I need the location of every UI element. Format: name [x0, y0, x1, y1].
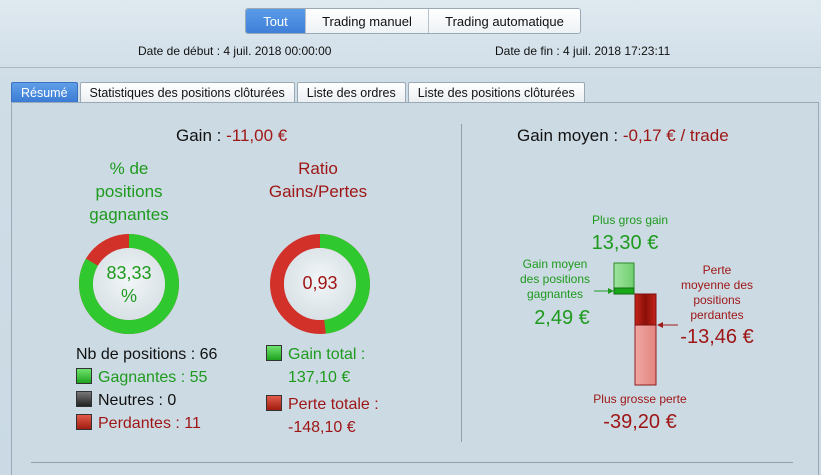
- avg-win-label-line: des positions: [519, 272, 591, 286]
- avg-loss-bar: [634, 293, 657, 326]
- avg-win-label-line: Gain moyen: [522, 257, 588, 271]
- loss-total-value: -148,10 €: [288, 419, 356, 436]
- donut-center: [93, 248, 165, 320]
- tab-orders[interactable]: Liste des ordres: [296, 82, 406, 102]
- start-date: Date de début : 4 juil. 2018 00:00:00: [138, 44, 332, 58]
- avg-gain-label: Gain moyen :: [517, 126, 623, 145]
- avg-loss-label-line: positions: [693, 293, 741, 307]
- win-pct-unit: %: [120, 286, 137, 306]
- gain-loss-bars: [594, 262, 678, 386]
- ratio-center: [284, 248, 356, 320]
- win-pct-title-line: % de: [109, 159, 149, 178]
- avg-win-label: Gain moyen des positions gagnantes: [505, 257, 605, 302]
- gain-summary: Gain : -11,00 €: [176, 126, 287, 146]
- win-pct-title: % de positions gagnantes: [70, 157, 188, 226]
- ratio-value: 0,93: [302, 273, 338, 293]
- avg-loss-label-line: Perte: [702, 263, 732, 277]
- win-pct-donut: [79, 234, 179, 334]
- avg-win-arrowhead: [608, 288, 614, 294]
- filter-all-button[interactable]: Tout: [246, 9, 306, 33]
- positions-block: Nb de positions : 66 Gagnantes : 55 Neut…: [76, 343, 217, 435]
- filter-auto-button[interactable]: Trading automatique: [429, 9, 580, 33]
- section-divider: [461, 124, 462, 442]
- gain-total-label: Gain total :: [288, 346, 366, 363]
- win-pct-value: 83,33 %: [77, 262, 181, 308]
- ratio-title-line: Ratio: [298, 159, 338, 178]
- gain-label: Gain :: [176, 126, 227, 145]
- ratio-gain-segment: [270, 234, 370, 334]
- win-pct-title-line: gagnantes: [89, 205, 169, 224]
- totals-block: Gain total : 137,10 € Perte totale : -14…: [266, 343, 379, 439]
- max-loss-value: -39,20 €: [603, 411, 677, 433]
- tab-closed-stats[interactable]: Statistiques des positions clôturées: [79, 82, 295, 102]
- positions-winning: Gagnantes : 55: [98, 369, 208, 386]
- avg-loss-label-line: perdantes: [690, 308, 744, 322]
- end-date: Date de fin : 4 juil. 2018 17:23:11: [495, 44, 671, 58]
- ratio-title: Ratio Gains/Pertes: [262, 157, 374, 203]
- avg-win-value: 2,49 €: [534, 307, 590, 329]
- tab-closed-positions[interactable]: Liste des positions clôturées: [407, 82, 585, 102]
- filter-manual-button[interactable]: Trading manuel: [306, 9, 429, 33]
- positions-neutral: Neutres : 0: [98, 392, 177, 409]
- gain-total-value: 137,10 €: [288, 369, 351, 386]
- avg-loss-label-line: moyenne des: [680, 278, 754, 292]
- trading-filter: Tout Trading manuel Trading automatique: [245, 8, 581, 34]
- avg-win-bar: [613, 287, 635, 295]
- avg-win-label-line: gagnantes: [526, 287, 584, 301]
- ratio-donut: [270, 234, 370, 334]
- max-loss-label: Plus grosse perte: [593, 392, 687, 406]
- header-divider: [0, 67, 821, 68]
- ratio-title-line: Gains/Pertes: [268, 182, 368, 201]
- positions-total: Nb de positions : 66: [76, 346, 218, 363]
- tab-bar: Résumé Statistiques des positions clôtur…: [11, 82, 585, 102]
- avg-loss-label: Perte moyenne des positions perdantes: [672, 263, 762, 323]
- max-gain-value: 13,30 €: [591, 232, 659, 254]
- winning-legend-icon: [76, 368, 92, 384]
- tab-summary[interactable]: Résumé: [11, 82, 78, 102]
- donut-win-segment: [79, 234, 179, 334]
- avg-gain-summary: Gain moyen : -0,17 € / trade: [517, 126, 729, 146]
- avg-gain-value: -0,17 € / trade: [622, 126, 729, 145]
- max-gain-label: Plus gros gain: [591, 213, 669, 227]
- losing-legend-icon: [76, 414, 92, 430]
- gain-value: -11,00 €: [226, 126, 288, 145]
- loss-total-label: Perte totale :: [288, 396, 379, 413]
- bottom-divider: [31, 462, 793, 463]
- avg-loss-value: -13,46 €: [680, 326, 754, 348]
- gain-total-icon: [266, 345, 282, 361]
- avg-loss-arrowhead: [657, 322, 663, 328]
- neutral-legend-icon: [76, 391, 92, 407]
- positions-losing: Perdantes : 11: [98, 415, 201, 432]
- win-pct-number: 83,33: [106, 263, 152, 283]
- win-pct-title-line: positions: [95, 182, 163, 201]
- loss-total-icon: [266, 395, 282, 411]
